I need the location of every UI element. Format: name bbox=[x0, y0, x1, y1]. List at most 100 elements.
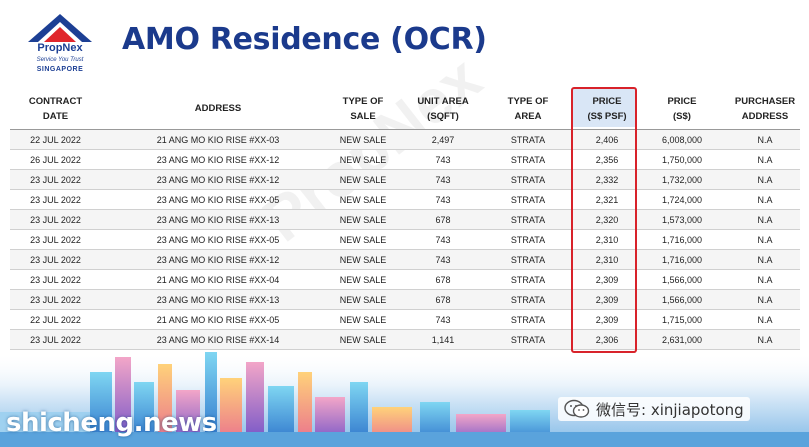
table-cell: 2,356 bbox=[595, 155, 619, 165]
table-cell: 1,566,000 bbox=[661, 275, 703, 285]
table-cell: N.A bbox=[757, 295, 773, 305]
column-header-line: ADDRESS bbox=[741, 111, 789, 122]
table-cell: 743 bbox=[435, 315, 451, 325]
address-header: ADDRESS bbox=[118, 101, 318, 116]
table-cell: NEW SALE bbox=[339, 315, 387, 325]
table-cell: 1,750,000 bbox=[661, 155, 703, 165]
table-cell: NEW SALE bbox=[339, 135, 387, 145]
table-row: 26 JUL 2022 23 ANG MO KIO RISE #XX-12 NEW … bbox=[10, 150, 800, 170]
table-cell: N.A bbox=[757, 255, 773, 265]
table-cell: 1,715,000 bbox=[661, 315, 703, 325]
table-cell: N.A bbox=[757, 335, 773, 345]
table-cell: 23 ANG MO KIO RISE #XX-14 bbox=[156, 335, 280, 345]
wechat-id-text: 微信号: xinjiapotong bbox=[596, 400, 744, 419]
logo-name: PropNex bbox=[37, 42, 83, 54]
table-cell: 6,008,000 bbox=[661, 135, 703, 145]
table-row: 23 JUL 2022 23 ANG MO KIO RISE #XX-12 NEW … bbox=[10, 250, 800, 270]
table-cell: STRATA bbox=[510, 195, 546, 205]
price-psf-header: PRICE (S$ PSF) bbox=[576, 94, 638, 124]
table-cell: 23 JUL 2022 bbox=[30, 335, 81, 345]
price-header: PRICE (S$) bbox=[646, 94, 718, 124]
column-header-line: DATE bbox=[42, 111, 69, 122]
table-cell: 2,332 bbox=[595, 175, 619, 185]
table-cell: N.A bbox=[757, 175, 773, 185]
table-cell: 26 JUL 2022 bbox=[30, 155, 81, 165]
table-cell: 22 JUL 2022 bbox=[30, 315, 81, 325]
table-cell: 23 JUL 2022 bbox=[30, 255, 81, 265]
table-cell: NEW SALE bbox=[339, 275, 387, 285]
table-row: 23 JUL 2022 23 ANG MO KIO RISE #XX-05 NEW … bbox=[10, 230, 800, 250]
type-of-sale-header: TYPE OF SALE bbox=[318, 94, 408, 124]
table-cell: 743 bbox=[435, 155, 451, 165]
site-watermark: shicheng.news bbox=[6, 408, 217, 438]
table-cell: 678 bbox=[435, 295, 451, 305]
table-cell: NEW SALE bbox=[339, 295, 387, 305]
table-cell: NEW SALE bbox=[339, 175, 387, 185]
table-cell: STRATA bbox=[510, 255, 546, 265]
table-cell: 2,310 bbox=[595, 235, 619, 245]
table-cell: N.A bbox=[757, 275, 773, 285]
table-cell: 743 bbox=[435, 195, 451, 205]
table-cell: STRATA bbox=[510, 235, 546, 245]
table-cell: 1,724,000 bbox=[661, 195, 703, 205]
type-of-area-header: TYPE OF AREA bbox=[488, 94, 568, 124]
logo-tagline: Service You Trust bbox=[36, 57, 84, 63]
page-title: AMO Residence (OCR) bbox=[122, 22, 487, 57]
column-header-line: PRICE bbox=[667, 96, 697, 107]
column-header-line: ADDRESS bbox=[194, 103, 242, 114]
table-cell: N.A bbox=[757, 155, 773, 165]
table-cell: 23 ANG MO KIO RISE #XX-05 bbox=[156, 235, 280, 245]
table-cell: 1,732,000 bbox=[661, 175, 703, 185]
table-row: 23 JUL 2022 23 ANG MO KIO RISE #XX-05 NEW … bbox=[10, 190, 800, 210]
table-cell: 2,406 bbox=[595, 135, 619, 145]
table-cell: N.A bbox=[757, 235, 773, 245]
table-cell: STRATA bbox=[510, 215, 546, 225]
table-cell: 23 ANG MO KIO RISE #XX-12 bbox=[156, 155, 280, 165]
column-header-line: (S$ PSF) bbox=[587, 111, 627, 122]
column-header-line: CONTRACT bbox=[28, 96, 83, 107]
table-cell: STRATA bbox=[510, 175, 546, 185]
column-header-line: PURCHASER bbox=[734, 96, 796, 107]
table-row: 22 JUL 2022 21 ANG MO KIO RISE #XX-03 NEW … bbox=[10, 130, 800, 150]
table-cell: 1,141 bbox=[431, 335, 455, 345]
table-cell: STRATA bbox=[510, 315, 546, 325]
table-cell: 23 ANG MO KIO RISE #XX-05 bbox=[156, 195, 280, 205]
column-header-line: (SQFT) bbox=[427, 111, 459, 122]
transactions-table: CONTRACT DATE ADDRESS TYPE OF SALE UNIT AREA (… bbox=[10, 88, 800, 350]
table-row: 23 JUL 2022 23 ANG MO KIO RISE #XX-13 NEW … bbox=[10, 290, 800, 310]
table-cell: 23 JUL 2022 bbox=[30, 235, 81, 245]
table-cell: NEW SALE bbox=[339, 215, 387, 225]
table-row: 23 JUL 2022 23 ANG MO KIO RISE #XX-13 NEW … bbox=[10, 210, 800, 230]
table-cell: 2,309 bbox=[595, 315, 619, 325]
table-cell: NEW SALE bbox=[339, 195, 387, 205]
table-row: 23 JUL 2022 21 ANG MO KIO RISE #XX-04 NEW … bbox=[10, 270, 800, 290]
table-cell: 2,309 bbox=[595, 295, 619, 305]
table-cell: 743 bbox=[435, 175, 451, 185]
table-cell: STRATA bbox=[510, 275, 546, 285]
table-header: CONTRACT DATE ADDRESS TYPE OF SALE UNIT AREA (… bbox=[10, 88, 800, 130]
column-header-line: AREA bbox=[514, 111, 542, 122]
table-cell: 2,310 bbox=[595, 255, 619, 265]
table-row: 22 JUL 2022 21 ANG MO KIO RISE #XX-05 NEW … bbox=[10, 310, 800, 330]
table-cell: 23 ANG MO KIO RISE #XX-13 bbox=[156, 295, 280, 305]
table-cell: N.A bbox=[757, 215, 773, 225]
table-cell: 22 JUL 2022 bbox=[30, 135, 81, 145]
table-cell: NEW SALE bbox=[339, 335, 387, 345]
table-cell: 23 JUL 2022 bbox=[30, 215, 81, 225]
purchaser-address-header: PURCHASER ADDRESS bbox=[730, 94, 800, 124]
column-header-line: SALE bbox=[350, 111, 376, 122]
wechat-icon bbox=[564, 399, 590, 418]
table-cell: 1,716,000 bbox=[661, 235, 703, 245]
table-row: 23 JUL 2022 23 ANG MO KIO RISE #XX-12 NEW … bbox=[10, 170, 800, 190]
table-cell: 743 bbox=[435, 255, 451, 265]
price-psf-header-fill bbox=[573, 89, 635, 127]
table-cell: 1,716,000 bbox=[661, 255, 703, 265]
table-cell: 23 ANG MO KIO RISE #XX-12 bbox=[156, 255, 280, 265]
table-cell: 2,497 bbox=[431, 135, 455, 145]
table-cell: N.A bbox=[757, 135, 773, 145]
table-cell: 23 JUL 2022 bbox=[30, 175, 81, 185]
table-cell: 2,321 bbox=[595, 195, 619, 205]
table-cell: 2,631,000 bbox=[661, 335, 703, 345]
logo-roof-icon bbox=[28, 14, 92, 42]
table-row: 23 JUL 2022 23 ANG MO KIO RISE #XX-14 NEW … bbox=[10, 330, 800, 350]
